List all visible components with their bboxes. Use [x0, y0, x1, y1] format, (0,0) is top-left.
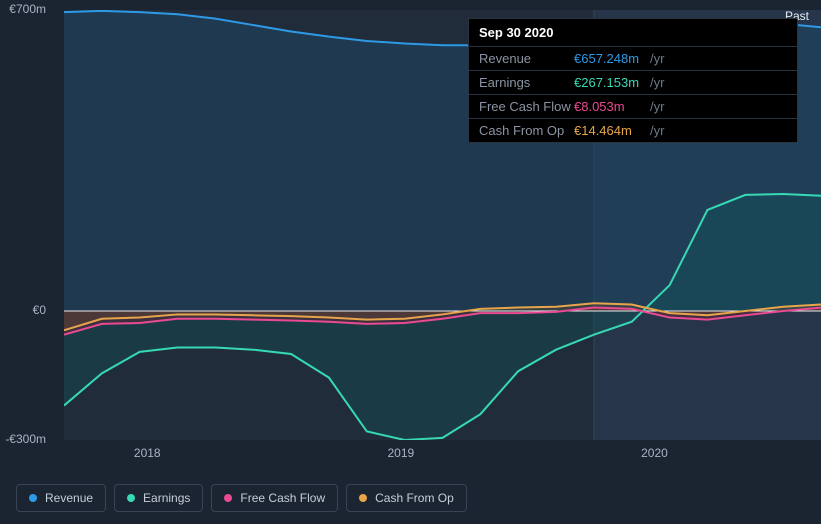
tooltip-header: Sep 30 2020 [469, 19, 797, 46]
tooltip-row: Earnings€267.153m/yr [469, 70, 797, 94]
y-axis-label-bottom: -€300m [4, 432, 46, 446]
legend-label: Earnings [143, 491, 190, 505]
tooltip-unit: /yr [650, 123, 664, 138]
tooltip-value: €14.464m [574, 123, 646, 138]
tooltip-key: Free Cash Flow [479, 99, 574, 114]
tooltip-unit: /yr [650, 75, 664, 90]
tooltip-key: Earnings [479, 75, 574, 90]
tooltip-row: Free Cash Flow€8.053m/yr [469, 94, 797, 118]
tooltip-unit: /yr [650, 99, 664, 114]
legend-label: Free Cash Flow [240, 491, 325, 505]
legend-dot-icon [359, 494, 367, 502]
legend-label: Revenue [45, 491, 93, 505]
tooltip-value: €657.248m [574, 51, 646, 66]
tooltip-value: €8.053m [574, 99, 646, 114]
tooltip-value: €267.153m [574, 75, 646, 90]
tooltip-row: Cash From Op€14.464m/yr [469, 118, 797, 142]
legend: Revenue Earnings Free Cash Flow Cash From O… [16, 484, 467, 512]
tooltip: Sep 30 2020 Revenue€657.248m/yrEarnings€… [468, 18, 798, 143]
x-axis-label-2: 2020 [641, 446, 668, 460]
tooltip-key: Cash From Op [479, 123, 574, 138]
y-axis-label-top: €700m [4, 2, 46, 16]
legend-item-revenue[interactable]: Revenue [16, 484, 106, 512]
legend-item-earnings[interactable]: Earnings [114, 484, 203, 512]
tooltip-unit: /yr [650, 51, 664, 66]
legend-item-free-cash-flow[interactable]: Free Cash Flow [211, 484, 338, 512]
legend-dot-icon [29, 494, 37, 502]
legend-dot-icon [224, 494, 232, 502]
y-axis-label-zero: €0 [4, 303, 46, 317]
tooltip-row: Revenue€657.248m/yr [469, 46, 797, 70]
legend-item-cash-from-op[interactable]: Cash From Op [346, 484, 467, 512]
legend-label: Cash From Op [375, 491, 454, 505]
x-axis-label-1: 2019 [388, 446, 415, 460]
tooltip-key: Revenue [479, 51, 574, 66]
x-axis-label-0: 2018 [134, 446, 161, 460]
legend-dot-icon [127, 494, 135, 502]
